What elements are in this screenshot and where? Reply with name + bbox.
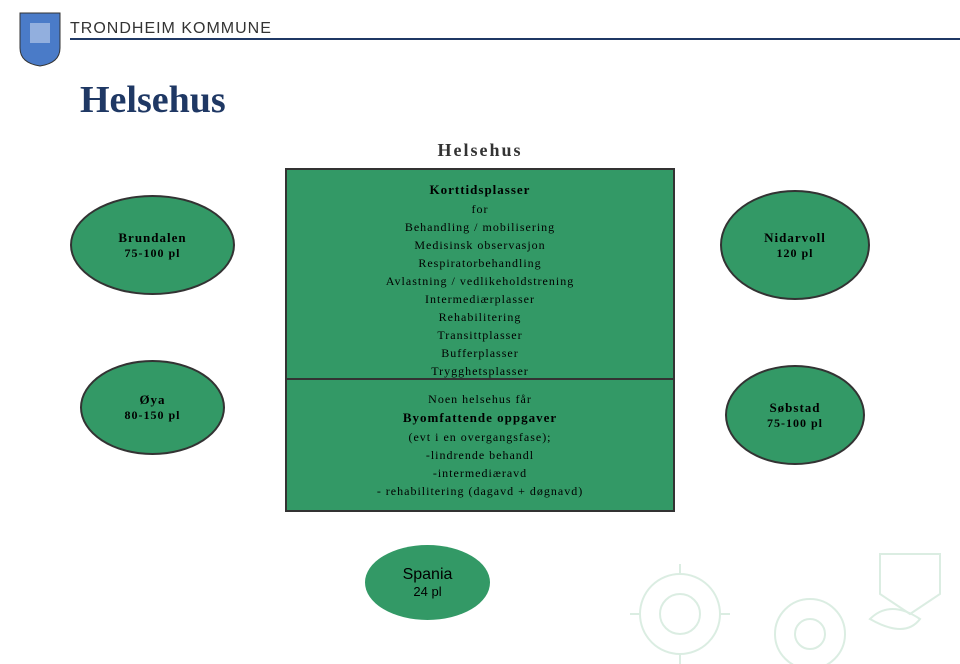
node-capacity: 24 pl xyxy=(413,584,441,599)
node-capacity: 75-100 pl xyxy=(767,416,823,431)
node-label: Øya xyxy=(139,392,165,408)
box-line: Medisinsk observasjon xyxy=(303,236,657,254)
box-line: (evt i en overgangsfase); xyxy=(303,428,657,446)
box-line: - rehabilitering (dagavd + døgnavd) xyxy=(303,482,657,500)
box-line: Behandling / mobilisering xyxy=(303,218,657,236)
box-korttidsplasser: Korttidsplasser forBehandling / mobilise… xyxy=(285,168,675,410)
box-line: Avlastning / vedlikeholdstrening xyxy=(303,272,657,290)
box-body: forBehandling / mobiliseringMedisinsk ob… xyxy=(303,200,657,398)
box-line: Intermediærplasser xyxy=(303,290,657,308)
node-label: Søbstad xyxy=(769,400,820,416)
header-rule xyxy=(70,38,960,40)
box-line: Respiratorbehandling xyxy=(303,254,657,272)
node-oya: Øya 80-150 pl xyxy=(80,360,225,455)
node-capacity: 80-150 pl xyxy=(124,408,180,423)
box-intro: Noen helsehus får xyxy=(303,390,657,408)
box-line: Transittplasser xyxy=(303,326,657,344)
node-spania: Spania 24 pl xyxy=(365,545,490,620)
node-nidarvoll: Nidarvoll 120 pl xyxy=(720,190,870,300)
box-byomfattende: Noen helsehus får Byomfattende oppgaver … xyxy=(285,378,675,512)
node-sobstad: Søbstad 75-100 pl xyxy=(725,365,865,465)
node-label: Spania xyxy=(403,566,453,584)
box-header: Byomfattende oppgaver xyxy=(303,408,657,428)
page-title: Helsehus xyxy=(80,78,226,122)
box-line: -intermediæravd xyxy=(303,464,657,482)
decorative-gears xyxy=(580,504,960,664)
node-brundalen: Brundalen 75-100 pl xyxy=(70,195,235,295)
box-line: -lindrende behandl xyxy=(303,446,657,464)
box-header: Korttidsplasser xyxy=(303,180,657,200)
box-line: Bufferplasser xyxy=(303,344,657,362)
box-line: Rehabilitering xyxy=(303,308,657,326)
box-line: for xyxy=(303,200,657,218)
node-capacity: 75-100 pl xyxy=(124,246,180,261)
org-logo xyxy=(15,8,65,68)
box-line: Trygghetsplasser xyxy=(303,362,657,380)
node-capacity: 120 pl xyxy=(776,246,813,261)
node-label: Brundalen xyxy=(118,230,186,246)
org-name: TRONDHEIM KOMMUNE xyxy=(70,20,272,38)
box-body: (evt i en overgangsfase);-lindrende beha… xyxy=(303,428,657,500)
diagram-title: Helsehus xyxy=(0,140,960,161)
node-label: Nidarvoll xyxy=(764,230,826,246)
